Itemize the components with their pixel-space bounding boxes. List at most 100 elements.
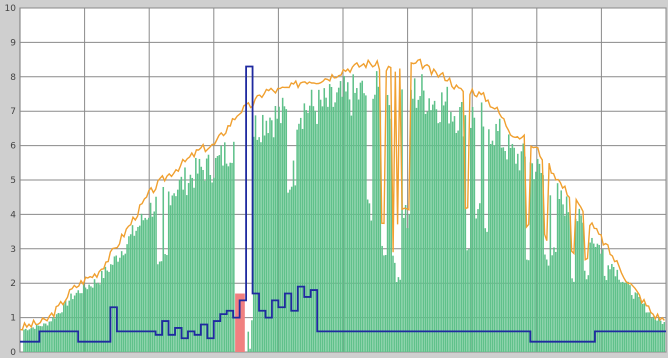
green-bar [289,189,291,352]
green-bar [417,99,420,352]
green-bar [191,177,193,352]
green-bar [502,147,505,352]
green-bar [433,100,436,352]
green-bar [79,293,81,352]
green-bar [53,318,56,352]
green-bar [176,189,179,352]
green-bar [211,182,213,352]
green-bar [265,120,268,352]
green-bar [247,331,250,352]
green-bar [518,170,521,352]
green-bar [142,220,145,352]
green-bar [73,295,76,352]
green-bar [520,151,523,352]
green-bar [658,317,660,352]
green-bar [119,257,121,352]
green-bar [343,75,345,352]
y-tick-label: 3 [10,245,16,255]
green-bar [455,132,458,352]
green-bar [66,305,69,352]
green-bar [196,173,199,352]
green-bar [511,143,514,352]
green-bar [175,196,177,352]
green-bar [189,174,192,352]
green-bar [260,142,262,352]
green-bar [513,147,515,352]
green-bar [91,287,94,352]
green-bar [507,134,510,352]
green-bar [437,123,439,352]
green-bar [459,107,461,352]
green-bar [477,209,479,352]
green-bar [122,255,125,352]
highlight-bar [235,293,245,352]
green-bar [198,158,201,352]
green-bar [209,174,212,352]
green-bar [84,287,87,352]
green-bar [441,92,443,353]
green-bar [350,115,353,353]
y-tick-label: 5 [10,176,16,186]
green-bar [225,163,228,352]
green-bar [283,106,286,352]
green-bar [471,106,474,352]
green-bar [486,231,488,352]
green-bar [377,86,380,353]
green-bar [290,186,293,352]
green-bar [25,328,27,352]
green-bar [401,89,403,352]
green-bar [535,171,537,352]
green-bar [113,256,116,352]
green-bar [410,89,412,353]
green-bar [643,303,646,352]
green-bar [224,142,226,352]
green-bar [148,217,150,352]
green-bar [634,292,637,352]
green-bar [81,293,83,352]
green-bar [484,228,487,352]
green-bar [659,320,662,352]
green-bar [397,277,400,352]
green-bar [524,156,526,352]
green-bar [640,300,642,352]
green-bar [457,130,459,352]
green-bar [415,107,418,352]
green-bar [576,221,579,352]
green-bar [625,282,628,352]
green-bar [399,279,401,352]
green-bar [542,175,544,352]
green-bar [184,167,186,352]
green-bar [82,282,85,352]
green-bar [205,158,208,352]
green-bar [131,225,134,352]
green-bar [468,249,470,352]
green-bar [162,186,165,352]
green-bar [216,156,219,352]
green-bar [654,319,657,352]
y-tick-label: 6 [10,142,16,152]
green-bar [444,101,447,352]
green-bar [292,160,295,352]
green-bar [571,278,573,352]
green-bar [93,279,96,352]
green-bar [594,246,597,352]
green-bar [330,86,333,352]
green-bar [59,313,61,352]
green-bar [363,93,365,353]
green-bar [57,312,60,352]
green-bar [341,96,344,352]
green-bar [34,328,36,352]
green-bar [582,222,584,352]
green-bar [108,271,110,352]
green-bar [72,299,74,352]
green-bar [254,115,257,352]
green-bar [578,208,581,352]
green-bar [384,254,387,352]
green-bar [106,270,108,352]
green-bar [318,89,320,352]
green-bar [556,183,559,352]
green-bar [129,234,132,352]
green-bar [155,196,157,352]
y-tick-label: 9 [10,38,16,48]
green-bar [267,133,269,352]
